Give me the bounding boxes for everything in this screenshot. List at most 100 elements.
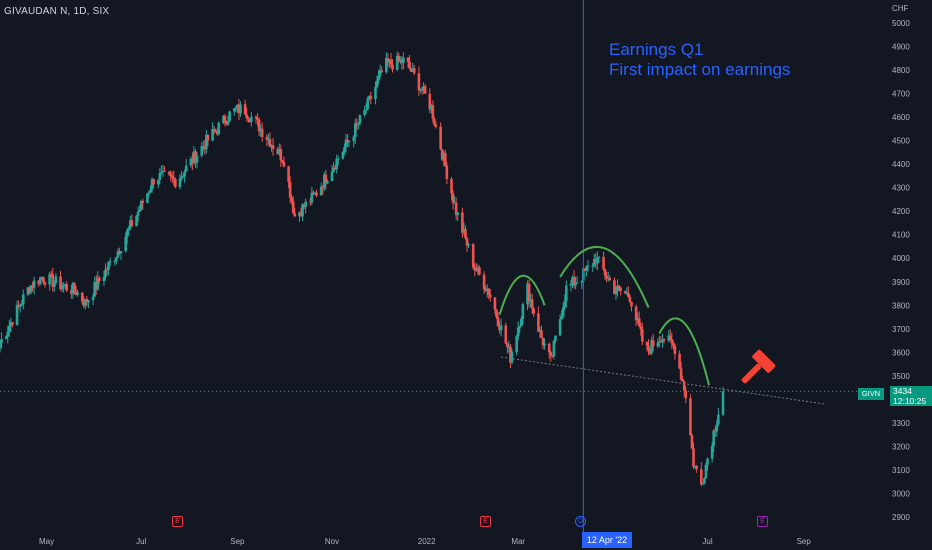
candle-body [389, 59, 393, 65]
candle-body [375, 80, 379, 88]
candle-body [80, 292, 84, 302]
candle-body [158, 173, 162, 180]
candle-body [476, 267, 480, 272]
candle-body [32, 280, 36, 288]
candle-body [592, 259, 596, 266]
candle-body [156, 179, 160, 185]
price-tick-label: 3500 [892, 372, 910, 381]
candle-body [63, 284, 67, 286]
candle-body [18, 305, 22, 307]
candle-body [591, 265, 594, 267]
price-tick-label: 3300 [892, 419, 910, 428]
candle-body [572, 277, 576, 286]
candle-body [141, 200, 145, 203]
candle-body [302, 204, 306, 208]
candle-body [520, 318, 523, 327]
candle-body [11, 322, 14, 326]
candle-body [49, 274, 53, 276]
candle-body [461, 212, 464, 233]
candle-body [515, 336, 518, 353]
candle-body [265, 136, 269, 140]
candle-body [150, 179, 154, 190]
price-tick-label: 3200 [892, 442, 910, 451]
last-price-tag: 3434 12:10:25 [890, 386, 932, 406]
candle-body [355, 123, 359, 125]
candle-body [619, 287, 622, 292]
candle-body [37, 280, 41, 285]
candle-body [475, 269, 478, 272]
candle-body [442, 152, 446, 160]
gavel-head [752, 349, 776, 373]
candle-body [605, 275, 608, 279]
earnings-event-icon[interactable]: E [480, 516, 491, 527]
candle-body [462, 228, 466, 233]
candle-body [346, 139, 349, 143]
candle-body [293, 213, 297, 217]
candle-body [214, 131, 217, 133]
candle-body [487, 288, 491, 295]
candle-body [51, 274, 55, 287]
candle-body [538, 330, 542, 332]
candle-body [526, 283, 529, 305]
candle-body [367, 96, 371, 99]
candle-body [125, 230, 129, 237]
candle-body [699, 469, 703, 485]
candle-body [681, 379, 684, 382]
candle-body [53, 282, 56, 287]
candle-body [552, 340, 556, 357]
candle-body [26, 287, 30, 295]
price-tick-label: 4300 [892, 184, 910, 193]
candle-body [223, 115, 227, 124]
candle-body [97, 277, 101, 282]
candle-body [352, 136, 356, 141]
candle-body [639, 326, 643, 330]
candle-body [364, 109, 368, 111]
dividend-event-icon[interactable]: D [575, 516, 586, 527]
price-tick-label: 4100 [892, 231, 910, 240]
candle-body [288, 181, 292, 198]
candle-body [344, 139, 348, 148]
candle-body [73, 283, 76, 292]
candle-body [456, 212, 460, 215]
candle-body [124, 236, 127, 251]
candle-body [596, 257, 599, 264]
candle-body [495, 309, 498, 318]
candle-body [279, 149, 283, 161]
price-axis[interactable]: CHF2900300031003200330034003500360037003… [892, 4, 910, 522]
candle-body [614, 291, 618, 295]
price-tick-label: 4400 [892, 160, 910, 169]
candle-body [226, 120, 230, 125]
candle-body [96, 277, 100, 290]
candle-body [451, 193, 455, 203]
candle-body [540, 330, 543, 338]
candle-body [391, 64, 394, 70]
candle-body [167, 171, 171, 174]
candle-body [169, 173, 172, 176]
candle-body [454, 202, 458, 215]
time-axis[interactable]: MayJulSepNov2022MarMayJulSep [39, 537, 811, 546]
earnings-event-icon[interactable]: E [172, 516, 183, 527]
price-tick-label: 4600 [892, 113, 910, 122]
candle-body [315, 192, 318, 196]
candle-body [667, 335, 671, 341]
candle-body [388, 59, 391, 63]
candle-body [299, 212, 303, 217]
symbol-title: GIVAUDAN N, 1D, SIX [4, 6, 110, 17]
candle-body [613, 280, 616, 295]
time-tick-label: Sep [797, 537, 812, 546]
candle-body [471, 244, 475, 268]
candle-body [31, 285, 34, 288]
candle-body [135, 215, 138, 227]
candle-body [74, 291, 78, 295]
candle-body [225, 123, 228, 125]
earnings-event-icon[interactable]: E [757, 516, 768, 527]
candle-body [313, 192, 317, 195]
earnings-annotation[interactable]: Earnings Q1 First impact on earnings [609, 40, 790, 80]
candle-body [377, 75, 380, 81]
candle-body [160, 172, 163, 174]
candle-body [547, 343, 551, 353]
candle-body [402, 57, 405, 63]
price-tick-label: 3600 [892, 348, 910, 357]
candle-body [270, 145, 273, 148]
